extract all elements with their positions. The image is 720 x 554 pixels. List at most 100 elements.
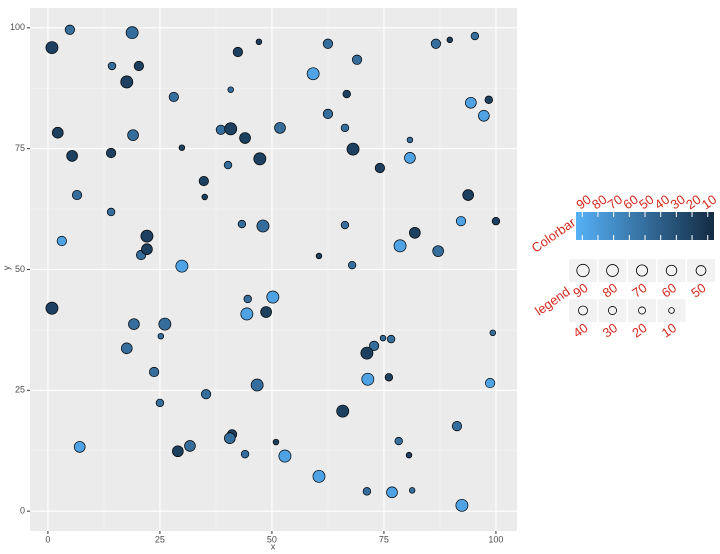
legend-key (657, 299, 686, 322)
point (455, 216, 467, 227)
point (340, 220, 350, 230)
legend-symbol (665, 264, 678, 277)
colorbar-label: 30 (667, 192, 687, 213)
legend-symbol (695, 265, 707, 276)
legend-key (598, 259, 627, 282)
point (361, 372, 375, 386)
point (470, 31, 480, 41)
point (322, 108, 334, 119)
legend-label: 50 (688, 280, 708, 301)
point (374, 162, 385, 174)
point (346, 142, 360, 156)
x-axis-label: x (271, 541, 276, 551)
point (56, 235, 67, 247)
point (224, 432, 236, 444)
point (446, 36, 454, 44)
point (260, 306, 272, 318)
point (175, 259, 189, 273)
point (224, 122, 238, 136)
point (140, 229, 154, 243)
y-axis-label: y (1, 265, 11, 270)
legend-key (628, 259, 656, 282)
point (223, 160, 233, 170)
y-tick-label: 25 (15, 385, 25, 395)
point (125, 26, 139, 40)
legend-symbol (638, 306, 646, 315)
point (379, 334, 387, 342)
point (71, 189, 83, 201)
colorbar-label: 10 (699, 192, 719, 213)
colorbar-label: 90 (573, 192, 593, 213)
point (178, 144, 186, 151)
point (240, 449, 250, 459)
point (184, 440, 196, 452)
point (120, 342, 133, 355)
point (157, 332, 165, 340)
x-tick-label: 100 (488, 534, 503, 544)
legend-label: 20 (629, 320, 649, 341)
x-tick-label: 75 (379, 534, 389, 544)
point (127, 129, 139, 141)
point (172, 445, 184, 458)
point (393, 239, 407, 253)
point (347, 260, 357, 270)
point (274, 122, 286, 134)
colorbar-title: Colorbar (529, 214, 579, 255)
point (120, 75, 134, 89)
x-tick-label: 50 (267, 534, 277, 544)
legend-key (569, 299, 597, 322)
point (340, 123, 350, 133)
legend-title: legend (532, 284, 573, 319)
point (491, 216, 501, 226)
x-tick-label: 0 (45, 534, 50, 544)
point (462, 189, 474, 201)
legend-symbol (668, 307, 675, 314)
legend-label: 60 (659, 280, 679, 301)
point (266, 290, 280, 304)
point (386, 486, 398, 499)
point (406, 136, 414, 144)
y-tick-label: 100 (10, 22, 25, 32)
point (243, 294, 252, 304)
point (215, 124, 226, 135)
legend-label: 70 (629, 280, 649, 301)
point (306, 67, 320, 81)
point (368, 340, 380, 351)
point (250, 378, 264, 392)
point (237, 219, 247, 229)
point (465, 96, 477, 109)
legend-key (598, 299, 627, 322)
colorbar-label: 50 (636, 192, 656, 213)
point (232, 46, 243, 58)
point (227, 86, 234, 93)
point (141, 243, 153, 255)
colorbar-label: 80 (589, 192, 609, 213)
legend-symbol (576, 263, 590, 278)
point (455, 498, 469, 512)
point (64, 24, 75, 35)
point (384, 373, 394, 382)
point (107, 61, 117, 71)
point (133, 60, 144, 72)
point (168, 91, 179, 103)
point (149, 366, 160, 378)
point (489, 329, 497, 337)
legend-label: 90 (570, 280, 590, 301)
colorbar-label: 70 (605, 192, 625, 213)
point (200, 389, 212, 400)
point (405, 451, 413, 459)
point (128, 318, 140, 330)
y-tick-label: 75 (15, 143, 25, 153)
legend-symbol (578, 305, 588, 316)
point (362, 487, 372, 496)
point (394, 436, 403, 446)
point (272, 438, 280, 446)
point (485, 378, 496, 389)
point (45, 301, 59, 315)
point (240, 307, 254, 321)
point (478, 109, 490, 122)
point (386, 334, 396, 344)
legend-key (569, 259, 597, 282)
point (278, 449, 292, 463)
